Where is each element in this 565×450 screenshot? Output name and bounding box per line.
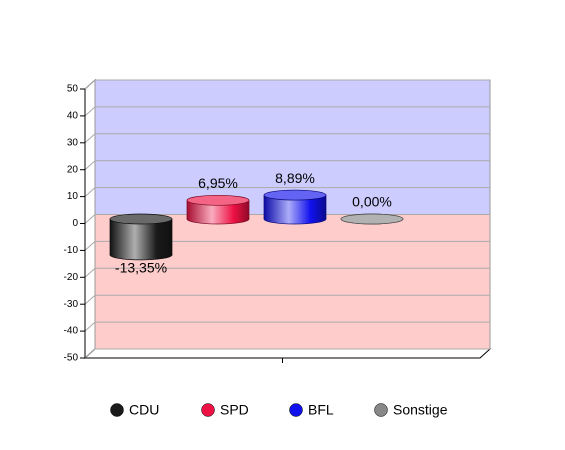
y-tick-label: -30 xyxy=(64,299,79,310)
y-tick-label: 40 xyxy=(67,111,79,122)
y-tick-label: 50 xyxy=(67,84,79,95)
legend-label: CDU xyxy=(129,402,159,418)
value-label: 0,00% xyxy=(352,194,392,210)
bar xyxy=(264,195,326,219)
value-label: 8,89% xyxy=(275,170,315,186)
bar xyxy=(110,219,172,255)
legend-marker xyxy=(289,403,303,417)
bar-edge xyxy=(109,219,173,255)
bar-top xyxy=(186,194,250,206)
y-tick-label: -40 xyxy=(64,326,79,337)
bar-top xyxy=(340,213,404,225)
y-tick-label: 20 xyxy=(67,164,79,175)
legend-label: BFL xyxy=(308,402,334,418)
grid-line xyxy=(84,160,490,171)
bar-top xyxy=(263,189,327,201)
y-tick-label: -20 xyxy=(64,272,79,283)
value-label: 6,95% xyxy=(198,175,238,191)
grid-line xyxy=(84,106,490,117)
grid-line xyxy=(84,240,490,251)
grid-line xyxy=(84,79,490,90)
legend-marker xyxy=(201,403,215,417)
bar-edge xyxy=(263,195,327,219)
y-tick-label: 30 xyxy=(67,137,79,148)
grid-line xyxy=(84,133,490,144)
legend-marker xyxy=(110,403,124,417)
grid-line xyxy=(84,187,490,197)
legend-label: Sonstige xyxy=(393,402,448,418)
y-tick-label: -10 xyxy=(64,245,79,256)
legend-label: SPD xyxy=(220,402,249,418)
y-tick-label: 0 xyxy=(72,218,78,229)
grid-line xyxy=(84,321,490,332)
value-label: -13,35% xyxy=(115,260,167,276)
y-tick-label: -50 xyxy=(64,353,79,364)
floor xyxy=(83,348,492,359)
grid-line xyxy=(84,267,490,278)
grid-line xyxy=(84,348,490,359)
y-tick-label: 10 xyxy=(67,191,79,202)
bar-top xyxy=(109,213,173,225)
bar-edge xyxy=(186,200,250,219)
legend-marker xyxy=(374,403,388,417)
grid-line xyxy=(84,294,490,305)
